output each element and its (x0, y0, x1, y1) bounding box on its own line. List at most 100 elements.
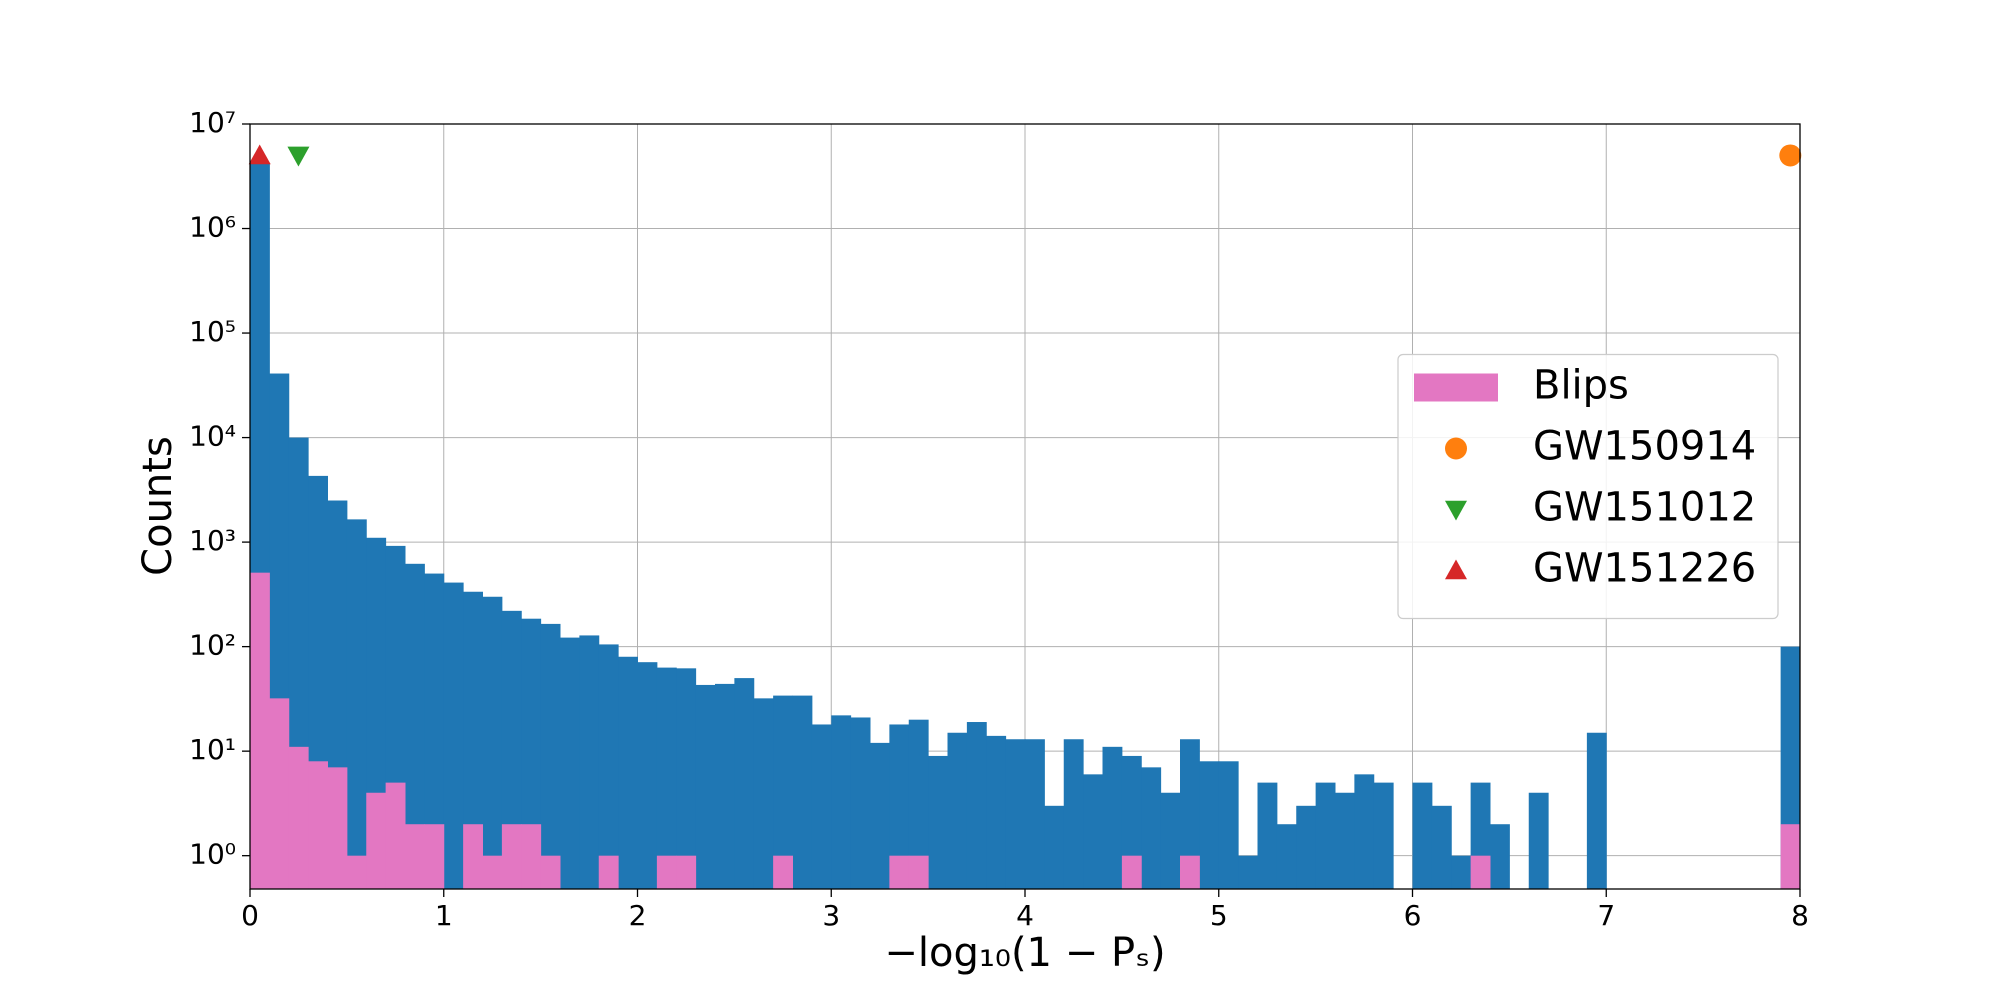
histogram-bar (540, 855, 561, 889)
histogram-bar (443, 582, 464, 889)
legend-label: Blips (1533, 363, 1629, 409)
x-tick-label: 8 (1791, 899, 1809, 932)
histogram-bar (831, 715, 852, 889)
histogram-bar (715, 683, 735, 889)
histogram-bar (1180, 739, 1200, 889)
histogram-bar (540, 623, 561, 889)
x-tick-label: 7 (1597, 899, 1615, 932)
histogram-bar (405, 824, 425, 889)
histogram-bar (986, 735, 1007, 889)
histogram-bar (908, 855, 929, 889)
histogram-bar (1276, 824, 1297, 889)
x-tick-label: 2 (629, 899, 647, 932)
histogram-bar (327, 767, 348, 889)
histogram-bar (656, 855, 677, 889)
histogram-bar (579, 635, 600, 889)
histogram-bar (676, 855, 697, 889)
histogram-bar (1044, 805, 1065, 889)
histogram-bar (521, 824, 542, 889)
histogram-bar (463, 824, 483, 889)
histogram-bar (908, 719, 929, 889)
histogram-bar (1238, 855, 1258, 889)
histogram-bar (618, 656, 638, 889)
y-tick-label: 10⁴ (189, 420, 236, 453)
histogram-bar (695, 684, 716, 889)
y-tick-label: 10⁵ (189, 315, 236, 348)
histogram-bar (966, 722, 987, 889)
y-tick-label: 10¹ (189, 733, 236, 766)
x-tick-label: 3 (822, 899, 840, 932)
legend-swatch (1414, 373, 1498, 402)
histogram-bar (463, 591, 483, 889)
histogram-bar (889, 855, 910, 889)
histogram-bar (773, 695, 793, 889)
histogram-bar (1412, 782, 1433, 889)
x-axis-label: −log₁₀(1 − Pₛ) (884, 930, 1165, 976)
histogram-bar (405, 563, 425, 889)
histogram-bar (928, 755, 948, 889)
histogram-bar (1141, 767, 1162, 889)
x-tick-label: 5 (1210, 899, 1228, 932)
histogram-bar (1586, 732, 1607, 889)
histogram-bar (598, 855, 619, 889)
histogram-bar (1257, 782, 1278, 889)
histogram-bar (947, 732, 968, 889)
histogram-bar (656, 667, 677, 889)
histogram-bar (501, 824, 522, 889)
histogram-bar (1470, 855, 1491, 889)
histogram-bar (1102, 746, 1123, 889)
histogram-bar (1199, 761, 1220, 889)
x-tick-label: 1 (435, 899, 453, 932)
marker (287, 146, 310, 167)
histogram-bar (1335, 792, 1355, 889)
x-tick-label: 0 (241, 899, 259, 932)
histogram-bar (501, 610, 522, 889)
y-tick-label: 10³ (189, 524, 236, 557)
histogram-bar (1315, 782, 1336, 889)
legend-label: GW151012 (1533, 485, 1756, 531)
legend-label: GW150914 (1533, 424, 1756, 470)
histogram-bar (811, 724, 832, 889)
histogram-bar (637, 662, 658, 889)
x-tick-label: 4 (1016, 899, 1034, 932)
histogram-bar (792, 695, 813, 889)
y-axis-label: Counts (135, 436, 181, 576)
histogram-bar (269, 698, 290, 889)
y-tick-label: 10² (189, 629, 236, 662)
histogram-bar (1005, 739, 1026, 889)
histogram-bar (521, 618, 542, 889)
marker (248, 144, 271, 165)
marker (1779, 144, 1802, 167)
histogram-bar (734, 678, 755, 889)
histogram-bar (1354, 774, 1375, 889)
histogram-bar (424, 573, 445, 889)
bars (250, 163, 1801, 889)
histogram-bar (889, 724, 910, 889)
marker (1445, 559, 1467, 580)
histogram-bar (1180, 855, 1200, 889)
legend-box (1397, 353, 1779, 620)
histogram-bar (1083, 774, 1103, 889)
histogram-bar (870, 742, 890, 889)
histogram-bar (560, 637, 580, 889)
histogram-bar (366, 792, 387, 889)
marker (1445, 437, 1467, 460)
y-tick-label: 10⁰ (189, 838, 236, 871)
histogram-bar (1160, 792, 1181, 889)
histogram-bar (1780, 824, 1801, 889)
histogram-bar (385, 782, 406, 889)
histogram-bar (482, 596, 503, 889)
histogram-bar (753, 698, 774, 889)
marker (1445, 500, 1467, 521)
histogram-bar (1218, 761, 1239, 889)
histogram-bar (1431, 805, 1452, 889)
histogram-bar (1490, 824, 1510, 889)
histogram-bar (773, 855, 793, 889)
y-tick-label: 10⁶ (189, 211, 236, 244)
histogram-bar (1063, 739, 1084, 889)
histogram-bar (288, 746, 309, 889)
histogram-bar (308, 761, 328, 889)
histogram-bar (346, 855, 367, 889)
histogram-bar (598, 644, 619, 889)
